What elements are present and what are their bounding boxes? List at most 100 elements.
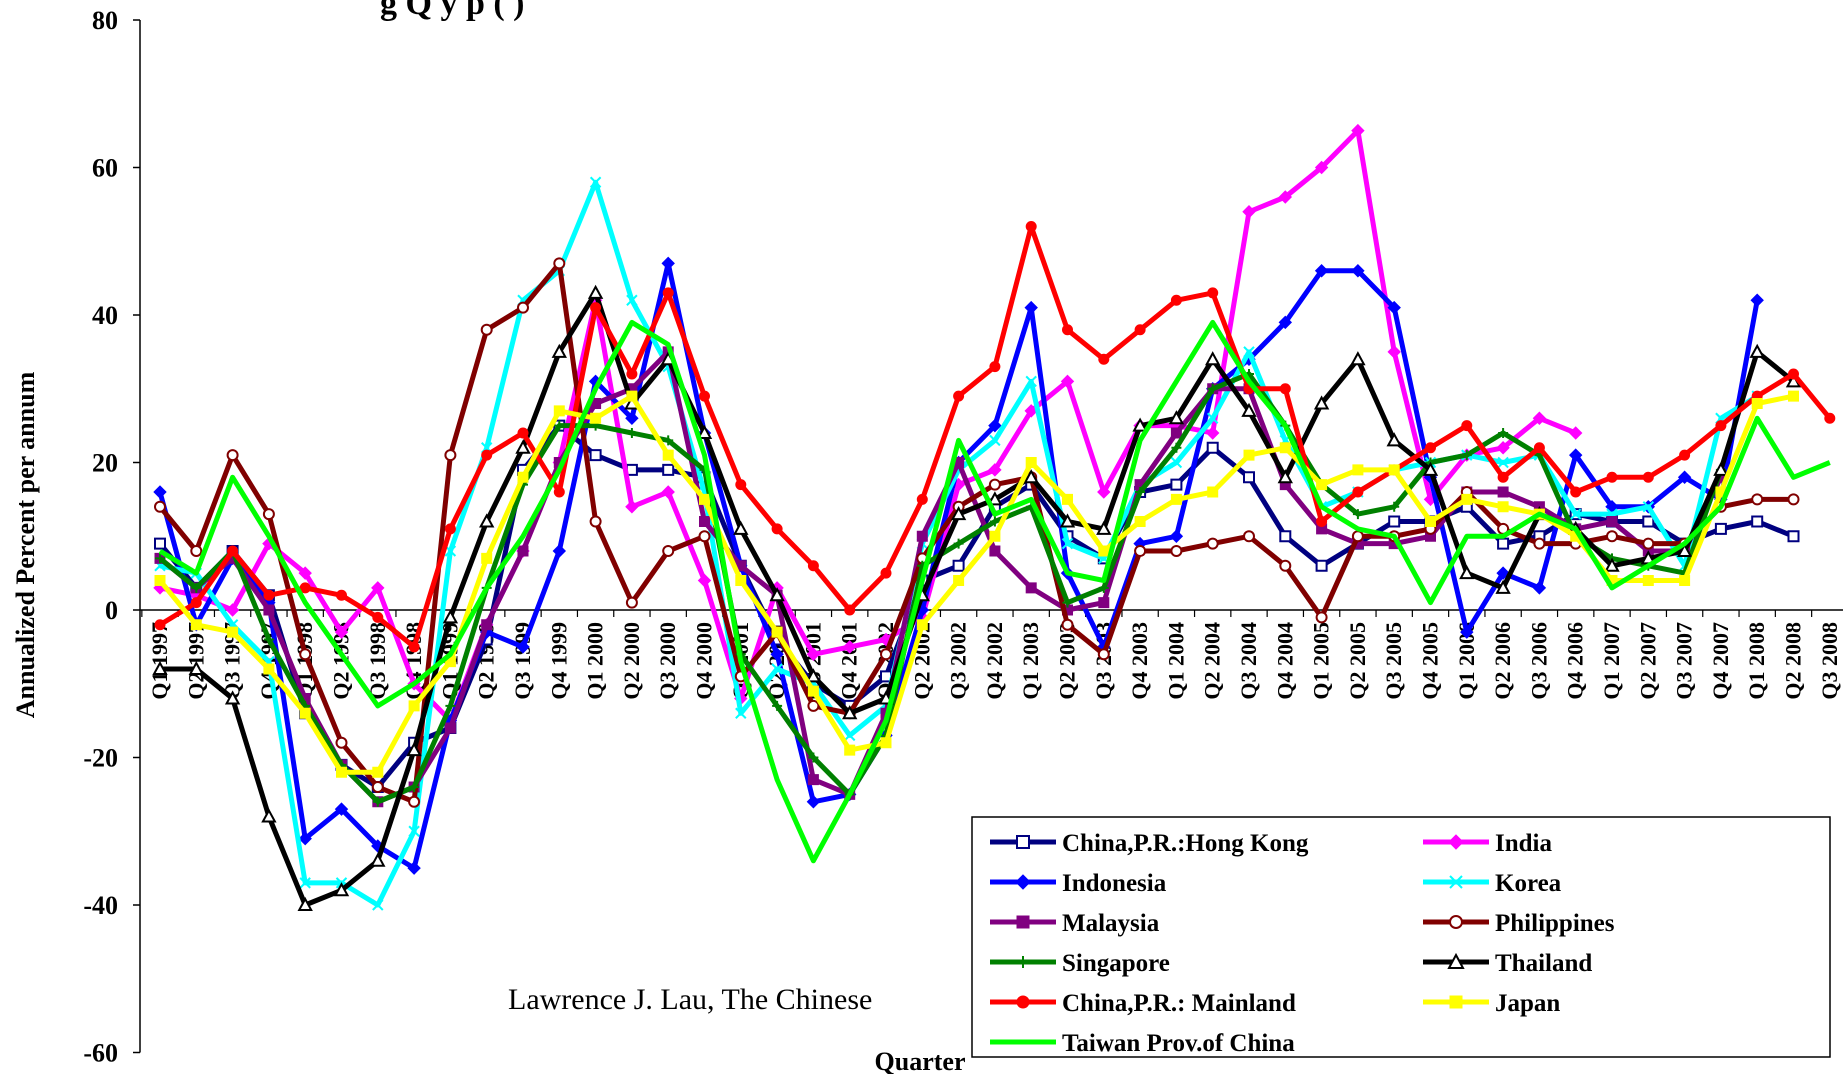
x-tick-label: Q3 2004 <box>1236 622 1261 700</box>
data-point-malaysia <box>807 774 819 786</box>
data-point-indonesia <box>1314 264 1329 278</box>
legend-label: Japan <box>1495 990 1560 1017</box>
data-point-china-p-r-mainland <box>517 427 529 439</box>
data-point-singapore <box>1207 383 1218 394</box>
data-point-thailand <box>406 742 422 757</box>
data-point-china-p-r-mainland <box>1570 486 1582 498</box>
data-point-china-p-r-mainland <box>1316 516 1328 527</box>
data-point-singapore <box>772 700 783 711</box>
data-point-malaysia <box>1170 427 1182 439</box>
data-point-japan <box>227 626 239 638</box>
data-point-japan <box>1679 575 1691 586</box>
data-point-thailand <box>1059 513 1076 528</box>
y-axis-label: Annualized Percent per annum <box>11 371 40 718</box>
data-point-japan <box>880 737 892 749</box>
data-point-japan <box>1352 464 1364 476</box>
x-tick-label: Q3 2002 <box>946 622 971 700</box>
x-tick-label: Q3 2000 <box>655 622 680 700</box>
y-tick-label: 0 <box>105 596 118 625</box>
data-point-korea <box>408 825 420 837</box>
x-tick-label: Q1 2004 <box>1163 622 1188 700</box>
data-point-china-p-r-mainland <box>880 567 892 579</box>
data-point-india <box>806 647 821 661</box>
data-point-china-p-r-mainland <box>771 523 783 535</box>
data-point-china-p-r-mainland <box>1679 449 1691 461</box>
legend-label: Malaysia <box>1062 910 1160 937</box>
data-point-philippines <box>226 449 239 462</box>
data-point-india <box>1532 411 1547 425</box>
data-point-korea <box>1061 537 1074 550</box>
data-point-philippines <box>408 795 421 808</box>
data-point-thailand <box>152 660 168 675</box>
data-point-singapore <box>953 538 964 549</box>
series-line-malaysia <box>158 349 1724 805</box>
data-point-india <box>1568 426 1583 440</box>
legend-marker <box>1015 874 1031 890</box>
data-point-china-p-r-hong-kong <box>1714 522 1727 535</box>
data-point-philippines <box>1642 537 1655 550</box>
data-point-korea <box>372 899 384 911</box>
data-point-china-p-r-mainland <box>481 449 493 461</box>
data-point-korea <box>1243 346 1255 358</box>
data-point-india <box>298 566 312 580</box>
data-point-china-p-r-hong-kong <box>154 537 166 550</box>
data-point-china-p-r-mainland <box>735 479 747 491</box>
data-point-china-p-r-mainland <box>1425 442 1436 454</box>
data-point-korea <box>589 176 602 188</box>
x-tick-label: Q2 2003 <box>1055 622 1080 700</box>
data-point-korea <box>1170 456 1183 469</box>
data-point-china-p-r-mainland <box>299 582 311 594</box>
data-point-china-p-r-mainland <box>989 361 1001 373</box>
data-point-philippines <box>1061 618 1074 631</box>
data-point-japan <box>1497 501 1509 513</box>
data-point-thailand <box>479 513 495 528</box>
data-point-china-p-r-mainland <box>553 486 565 498</box>
data-point-india <box>334 625 349 639</box>
data-point-singapore <box>1498 428 1509 438</box>
y-tick-label: -20 <box>83 744 118 773</box>
data-point-china-p-r-hong-kong <box>952 559 965 572</box>
data-point-china-p-r-hong-kong <box>1751 515 1764 528</box>
x-tick-label: Q2 2007 <box>1635 622 1660 700</box>
data-point-india <box>1242 205 1256 219</box>
data-point-china-p-r-mainland <box>1134 324 1146 336</box>
x-tick-label: Q4 2006 <box>1563 622 1588 700</box>
data-point-india <box>371 581 385 595</box>
data-point-indonesia <box>661 256 675 271</box>
data-point-china-p-r-mainland <box>227 545 239 557</box>
data-point-singapore <box>1171 442 1182 453</box>
data-point-indonesia <box>1750 293 1764 307</box>
data-point-korea <box>626 294 638 306</box>
data-point-indonesia <box>1568 448 1583 462</box>
legend-marker <box>1449 915 1463 929</box>
data-point-china-p-r-mainland <box>590 302 602 314</box>
legend-label: Thailand <box>1495 950 1592 977</box>
data-point-thailand <box>1096 520 1112 535</box>
data-point-japan <box>1751 398 1763 409</box>
data-point-thailand <box>1495 579 1511 594</box>
data-point-philippines <box>480 323 493 336</box>
x-tick-label: Q4 2003 <box>1127 622 1152 700</box>
legend-item-japan: Japan <box>1423 990 1560 1017</box>
data-point-philippines <box>1097 648 1110 661</box>
series-china-p-r-mainland <box>154 221 1836 653</box>
data-point-thailand <box>1604 557 1620 572</box>
data-point-thailand <box>1168 410 1185 425</box>
data-point-china-p-r-hong-kong <box>1206 441 1219 454</box>
data-point-malaysia <box>1025 582 1037 594</box>
data-point-philippines <box>1170 545 1183 557</box>
x-tick-label: Q3 1998 <box>365 622 390 700</box>
data-point-singapore <box>372 796 383 807</box>
data-point-china-p-r-mainland <box>408 641 420 653</box>
data-point-china-p-r-mainland <box>372 611 384 623</box>
data-point-china-p-r-mainland <box>953 390 965 402</box>
data-point-malaysia <box>699 516 710 527</box>
y-tick-label: 20 <box>92 449 118 478</box>
data-point-china-p-r-hong-kong <box>1315 559 1328 572</box>
data-point-korea <box>843 729 856 742</box>
data-point-china-p-r-mainland <box>1207 287 1219 299</box>
data-point-thailand <box>442 609 459 624</box>
data-point-japan <box>372 766 384 778</box>
legend-label: China,P.R.: Mainland <box>1062 990 1296 1017</box>
